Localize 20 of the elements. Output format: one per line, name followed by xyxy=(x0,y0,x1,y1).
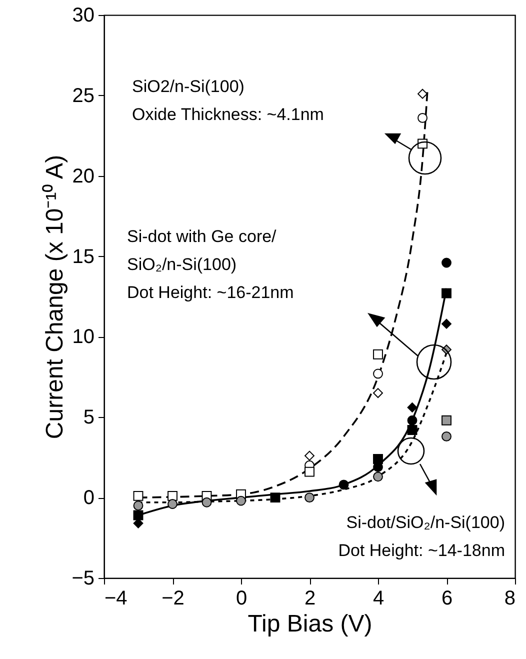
y-tick-label: 20 xyxy=(72,165,94,188)
x-tick-label: 2 xyxy=(304,588,316,610)
y-tick-label: 0 xyxy=(83,487,94,510)
annotation: SiO2/n-Si(100) Oxide Thickness: ~4.1nm xyxy=(132,77,324,124)
x-tick-label: −4 xyxy=(104,588,128,610)
annotation: Si-dot/SiO₂/n-Si(100) Dot Height: ~14-18nm xyxy=(338,513,505,560)
x-tick-label: −2 xyxy=(162,588,184,610)
x-tick-label: 4 xyxy=(372,588,384,610)
x-tick-label: 6 xyxy=(441,588,453,610)
y-axis-title: Current Change (x 10⁻¹⁰ A) xyxy=(42,154,69,440)
y-tick-label: −5 xyxy=(72,568,94,590)
y-tick-label: 5 xyxy=(83,406,94,429)
x-tick-label: 0 xyxy=(236,588,248,610)
y-tick-label: 15 xyxy=(72,246,94,268)
y-tick-label: 10 xyxy=(72,326,94,348)
y-tick-label: 25 xyxy=(72,84,94,107)
x-axis-title: Tip Bias (V) xyxy=(248,610,372,638)
y-tick-label: 30 xyxy=(72,4,94,26)
x-tick-label: 8 xyxy=(504,588,516,610)
annotation: Si-dot with Ge core/ SiO₂/n-Si(100) Dot Height: ~16-21nm xyxy=(127,227,294,302)
